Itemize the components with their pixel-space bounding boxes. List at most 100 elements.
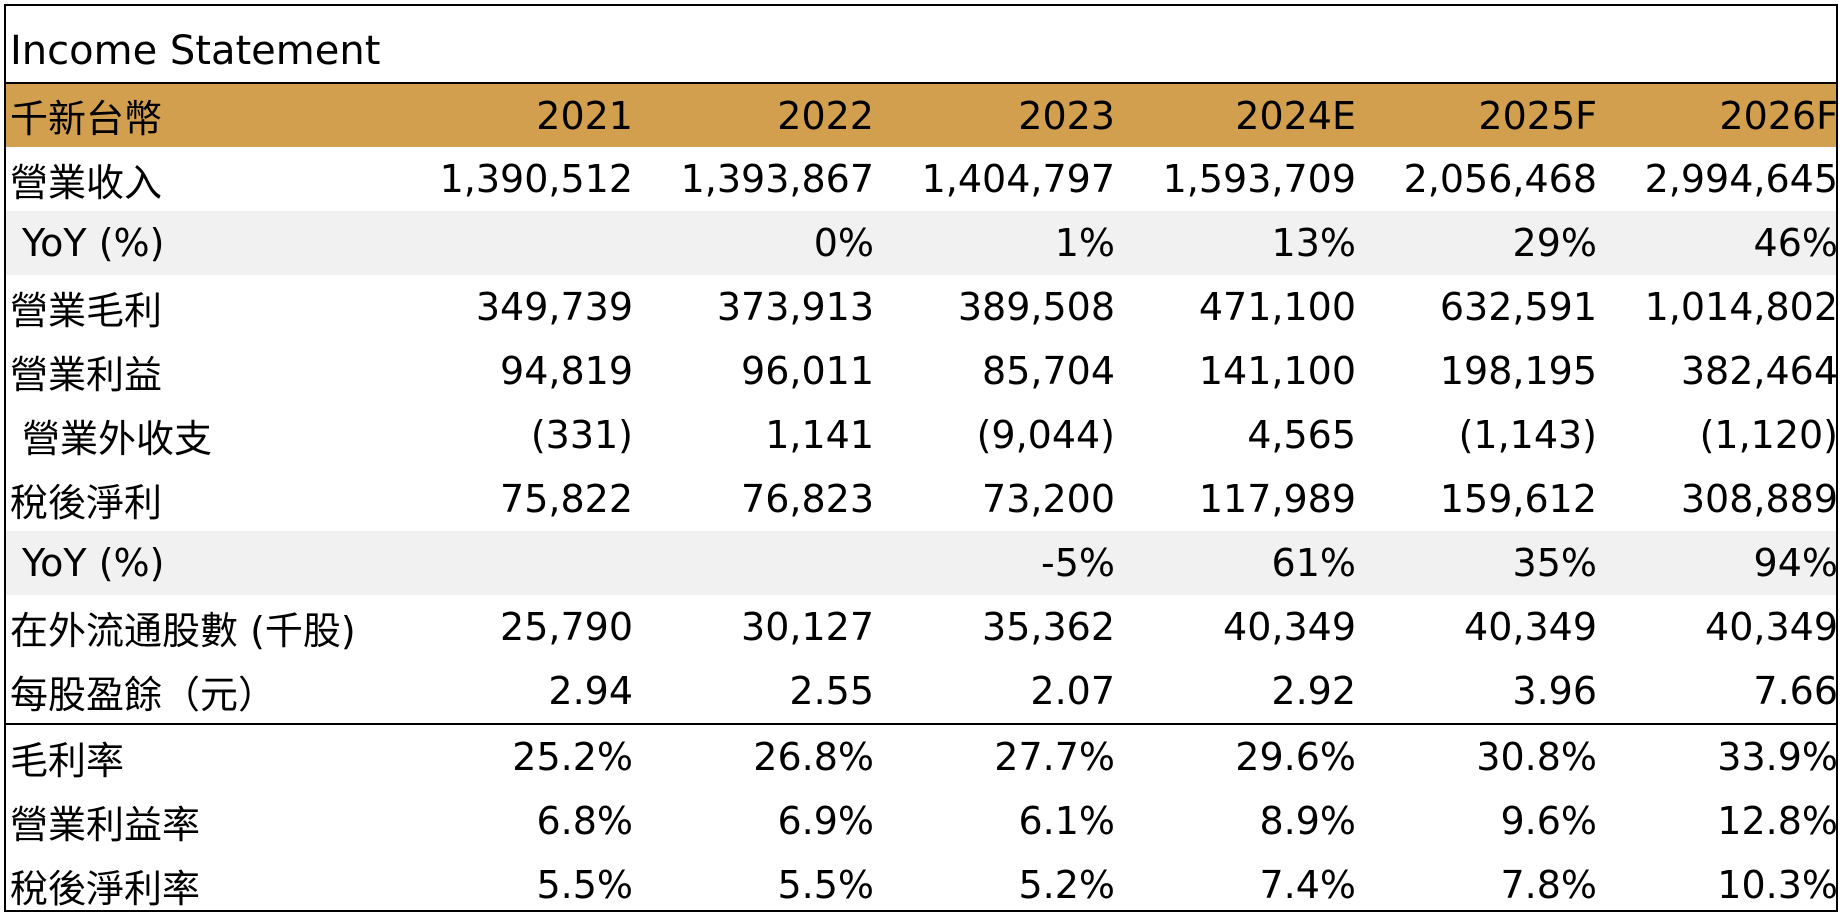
table-cell: 349,739: [475, 285, 633, 329]
table-cell: 26.8%: [633, 723, 874, 789]
table-cell: 10.3%: [1717, 863, 1838, 907]
table-cell: 40,349: [1705, 605, 1838, 649]
table-cell: 373,913: [716, 285, 874, 329]
unit-label: 千新台幣: [6, 84, 392, 147]
table-cell: 1,014,802: [1644, 285, 1838, 329]
row-label: 毛利率: [6, 723, 392, 789]
table-row-operating-income: 營業利益 94,819 96,011 85,704 141,100 198,19…: [6, 339, 1836, 403]
table-cell: 35,362: [982, 605, 1115, 649]
year-header: 2026F: [1597, 84, 1836, 147]
table-cell: 75,822: [500, 477, 633, 521]
year-header: 2023: [874, 84, 1115, 147]
table-cell: 0%: [633, 211, 874, 275]
table-row-non-operating: 營業外收支 (331) 1,141 (9,044) 4,565 (1,143) …: [6, 403, 1838, 467]
table-cell: (1,143): [1458, 413, 1597, 457]
table-row-net-margin: 稅後淨利率 5.5% 5.5% 5.2% 7.4% 7.8% 10.3%: [6, 853, 1838, 911]
table-cell: 2,056,468: [1403, 157, 1597, 201]
table-cell: 73,200: [982, 477, 1115, 521]
year-header: 2021: [392, 84, 633, 147]
table-row-gross-profit: 營業毛利 349,739 373,913 389,508 471,100 632…: [6, 275, 1838, 339]
table-cell: 2.07: [1030, 669, 1115, 713]
table-title: Income Statement: [6, 6, 1836, 84]
table-cell: 46%: [1597, 211, 1836, 275]
table-cell: 30,127: [741, 605, 874, 649]
table-row-gross-margin: 毛利率 25.2% 26.8% 27.7% 29.6% 30.8% 33.9%: [6, 723, 1836, 789]
row-label: 稅後淨利率: [10, 866, 201, 911]
table-cell: 471,100: [1198, 285, 1356, 329]
table-cell: 9.6%: [1500, 799, 1597, 843]
table-cell: 29.6%: [1115, 723, 1356, 789]
table-cell: (331): [530, 413, 633, 457]
table-cell: 117,989: [1198, 477, 1356, 521]
table-cell: [392, 211, 633, 275]
table-cell: 3.96: [1512, 669, 1597, 713]
row-label: 營業利益率: [10, 802, 201, 847]
year-header: 2024E: [1115, 84, 1356, 147]
table-cell: 632,591: [1439, 285, 1597, 329]
row-label: YoY (%): [6, 211, 392, 275]
row-label: 營業毛利: [10, 288, 163, 333]
table-cell: 1,390,512: [439, 157, 633, 201]
table-cell: [392, 531, 633, 595]
table-cell: 61%: [1115, 531, 1356, 595]
table-cell: 1,404,797: [921, 157, 1115, 201]
table-cell: 6.8%: [536, 799, 633, 843]
table-cell: 40,349: [1464, 605, 1597, 649]
table-cell: 25.2%: [392, 723, 633, 789]
table-row-operating-revenue: 營業收入 1,390,512 1,393,867 1,404,797 1,593…: [6, 147, 1838, 211]
row-label: 營業收入: [10, 160, 163, 205]
table-cell: 85,704: [982, 349, 1115, 393]
table-cell: 159,612: [1439, 477, 1597, 521]
year-header: 2022: [633, 84, 874, 147]
table-row-net-income-yoy: YoY (%) -5% 61% 35% 94%: [6, 531, 1836, 595]
table-row-net-income: 稅後淨利 75,822 76,823 73,200 117,989 159,61…: [6, 467, 1838, 531]
income-statement-table-frame: Income Statement 千新台幣 2021 2022 2023 202…: [4, 4, 1838, 912]
table-cell: -5%: [874, 531, 1115, 595]
row-label: YoY (%): [6, 531, 392, 595]
table-cell: 35%: [1356, 531, 1597, 595]
table-cell: 198,195: [1439, 349, 1597, 393]
table-row-eps: 每股盈餘（元） 2.94 2.55 2.07 2.92 3.96 7.66: [6, 659, 1838, 724]
table-cell: 8.9%: [1259, 799, 1356, 843]
table-cell: 6.1%: [1018, 799, 1115, 843]
table-row-operating-margin: 營業利益率 6.8% 6.9% 6.1% 8.9% 9.6% 12.8%: [6, 789, 1838, 853]
table-cell: 7.8%: [1500, 863, 1597, 907]
table-cell: 96,011: [741, 349, 874, 393]
table-cell: 308,889: [1680, 477, 1838, 521]
table-cell: 389,508: [957, 285, 1115, 329]
table-cell: 94%: [1597, 531, 1836, 595]
header-row: 千新台幣 2021 2022 2023 2024E 2025F 2026F: [6, 84, 1836, 147]
table-row-shares-outstanding: 在外流通股數 (千股) 25,790 30,127 35,362 40,349 …: [6, 595, 1838, 659]
table-cell: 2.92: [1271, 669, 1356, 713]
table-cell: 30.8%: [1356, 723, 1597, 789]
table-cell: 27.7%: [874, 723, 1115, 789]
row-label: 營業利益: [10, 352, 163, 397]
table-cell: 6.9%: [777, 799, 874, 843]
row-label: 營業外收支: [22, 416, 213, 461]
table-cell: 13%: [1115, 211, 1356, 275]
table-cell: 76,823: [741, 477, 874, 521]
table-cell: 2.94: [548, 669, 633, 713]
table-cell: 7.66: [1753, 669, 1838, 713]
table-cell: 1,393,867: [680, 157, 874, 201]
table-cell: 2.55: [789, 669, 874, 713]
year-header: 2025F: [1356, 84, 1597, 147]
table-cell: 94,819: [500, 349, 633, 393]
table-cell: 5.2%: [1018, 863, 1115, 907]
income-statement-table: 千新台幣 2021 2022 2023 2024E 2025F 2026F 營業…: [6, 84, 1838, 911]
row-label: 稅後淨利: [10, 480, 163, 525]
table-cell: (9,044): [976, 413, 1115, 457]
table-cell: 5.5%: [536, 863, 633, 907]
table-cell: 5.5%: [777, 863, 874, 907]
row-label: 每股盈餘（元）: [10, 672, 277, 717]
table-cell: 2,994,645: [1644, 157, 1838, 201]
table-cell: 1%: [874, 211, 1115, 275]
table-cell: 29%: [1356, 211, 1597, 275]
table-cell: 33.9%: [1597, 723, 1836, 789]
table-cell: (1,120): [1699, 413, 1838, 457]
table-cell: 12.8%: [1717, 799, 1838, 843]
row-label: 在外流通股數 (千股): [10, 608, 356, 653]
table-cell: 1,593,709: [1162, 157, 1356, 201]
table-cell: 7.4%: [1259, 863, 1356, 907]
table-cell: 141,100: [1198, 349, 1356, 393]
